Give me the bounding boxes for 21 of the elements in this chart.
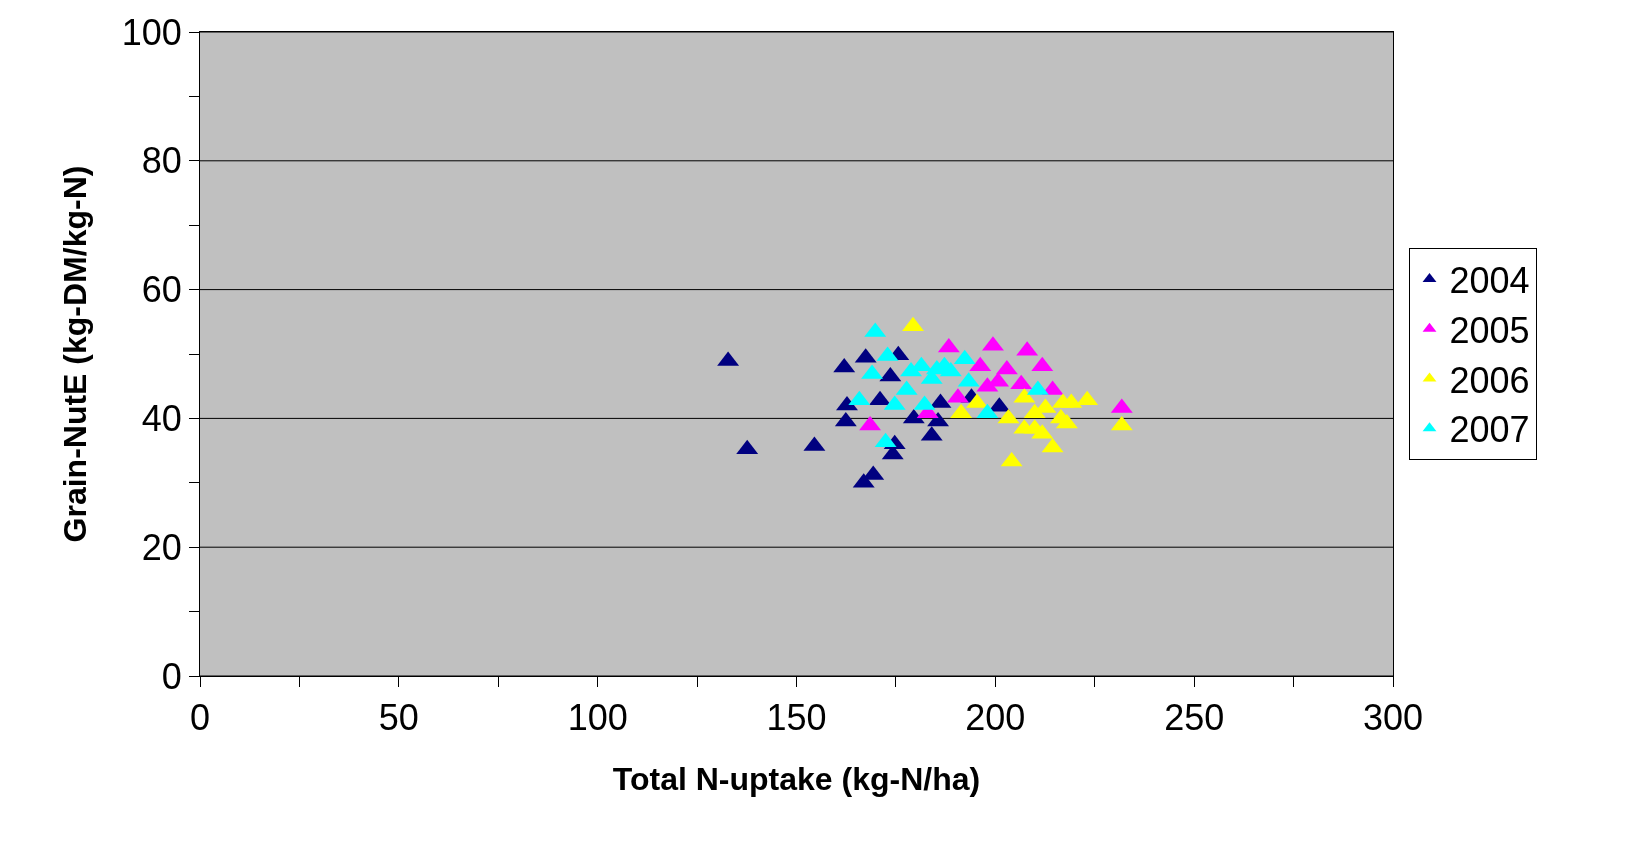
legend-label: 2007 (1449, 409, 1530, 451)
y-tick-label: 60 (141, 269, 182, 311)
x-tick-label: 200 (965, 697, 1026, 739)
y-tick-label: 40 (141, 398, 182, 439)
y-tick-label: 100 (121, 11, 182, 53)
x-tick-label: 300 (1362, 697, 1424, 739)
x-tick-label: 50 (378, 697, 419, 739)
x-tick-label: 250 (1164, 697, 1225, 739)
y-axis-title: Grain-NutE (kg-DM/kg-N) (57, 165, 94, 543)
x-tick-label: 100 (567, 697, 628, 739)
point (902, 316, 924, 332)
legend-label: 2005 (1449, 309, 1530, 351)
x-tick-label: 150 (766, 697, 827, 739)
legend-label: 2004 (1449, 259, 1530, 301)
y-tick-label: 0 (161, 655, 182, 697)
y-tick-label: 80 (141, 140, 182, 182)
legend-label: 2006 (1449, 359, 1530, 401)
x-tick-label: 0 (189, 697, 211, 739)
point (869, 390, 891, 406)
y-tick-label: 20 (141, 526, 182, 568)
x-axis-title: Total N-uptake (kg-N/ha) (612, 761, 981, 798)
